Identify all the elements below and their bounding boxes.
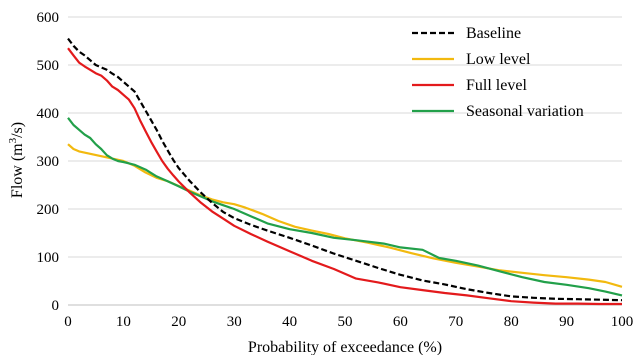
- x-tick-label: 60: [393, 314, 408, 330]
- x-tick-labels: 0 10 20 30 40 50 60 70 80 90 100: [64, 314, 633, 330]
- gridlines: [68, 16, 622, 258]
- legend-label: Low level: [466, 51, 531, 68]
- y-tick-label: 500: [37, 58, 60, 74]
- legend: Baseline Low level Full level Seasonal vari…: [412, 25, 584, 120]
- y-tick-label: 200: [37, 202, 60, 218]
- x-tick-label: 90: [559, 314, 574, 330]
- x-tick-label: 30: [227, 314, 242, 330]
- y-axis-label-part: /s): [9, 122, 26, 138]
- x-tick-label: 50: [338, 314, 353, 330]
- y-tick-label: 0: [52, 298, 60, 314]
- x-tick-label: 10: [116, 314, 131, 330]
- y-axis-label-part: Flow (m: [9, 143, 26, 198]
- y-tick-label: 600: [37, 10, 60, 26]
- legend-label: Baseline: [466, 25, 521, 42]
- legend-label: Seasonal variation: [466, 103, 584, 120]
- y-tick-labels: 0 100 200 300 400 500 600: [37, 10, 60, 314]
- series-line-low-level: [67, 143, 623, 288]
- series-lines: [67, 37, 623, 306]
- y-tick-label: 300: [37, 154, 60, 170]
- legend-label: Full level: [466, 77, 527, 94]
- x-tick-label: 70: [448, 314, 463, 330]
- series-line-seasonal-variation: [67, 117, 623, 297]
- y-axis-label-superscript: 3: [7, 137, 19, 143]
- x-tick-label: 20: [171, 314, 186, 330]
- x-tick-label: 40: [282, 314, 297, 330]
- x-tick-label: 0: [64, 314, 72, 330]
- x-tick-label: 80: [504, 314, 519, 330]
- y-axis-label: Flow (m3/s): [7, 122, 26, 198]
- series-line-baseline: [67, 37, 623, 302]
- x-tick-label: 100: [611, 314, 634, 330]
- y-tick-label: 100: [37, 250, 60, 266]
- y-tick-label: 400: [37, 106, 60, 122]
- x-axis-label: Probability of exceedance (%): [248, 339, 442, 355]
- series-line-full-level: [67, 47, 622, 306]
